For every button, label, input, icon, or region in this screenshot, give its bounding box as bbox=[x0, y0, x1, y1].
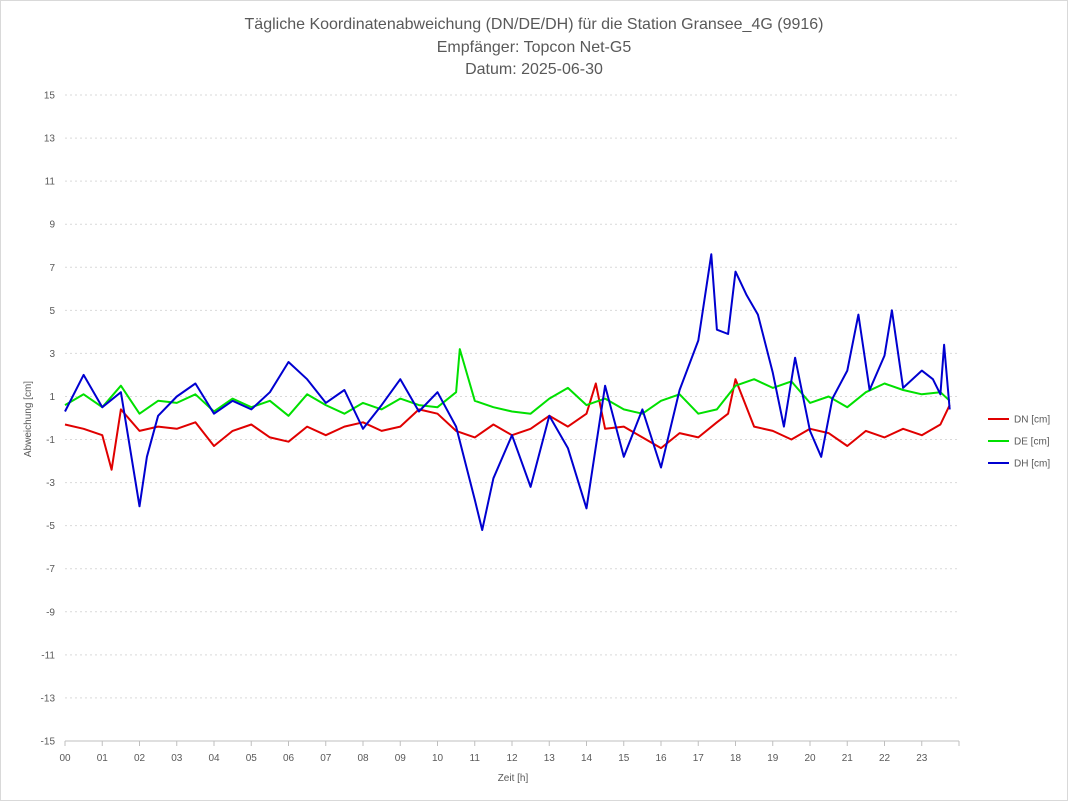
x-tick-label: 13 bbox=[544, 753, 556, 764]
x-tick-label: 22 bbox=[879, 753, 891, 764]
x-tick-label: 21 bbox=[842, 753, 854, 764]
y-tick-label: 1 bbox=[49, 392, 55, 403]
y-tick-label: 9 bbox=[49, 220, 55, 231]
x-tick-label: 17 bbox=[693, 753, 705, 764]
x-tick-label: 19 bbox=[767, 753, 779, 764]
x-tick-label: 16 bbox=[655, 753, 667, 764]
x-tick-label: 01 bbox=[97, 753, 109, 764]
x-tick-label: 12 bbox=[506, 753, 518, 764]
x-tick-label: 09 bbox=[395, 753, 407, 764]
y-axis-ticks: 15 13 11 9 7 5 3 1 -1 -3 -5 -7 -9 -11 -13 -15 bbox=[41, 91, 56, 748]
legend-label: DE [cm] bbox=[1014, 437, 1050, 448]
x-tick-label: 15 bbox=[618, 753, 630, 764]
x-tick-label: 04 bbox=[208, 753, 220, 764]
x-tick-label: 05 bbox=[246, 753, 258, 764]
x-axis-title: Zeit [h] bbox=[498, 773, 529, 784]
x-tick-label: 14 bbox=[581, 753, 593, 764]
data-series bbox=[64, 253, 951, 531]
y-tick-label: 11 bbox=[45, 177, 56, 188]
y-tick-label: 5 bbox=[49, 306, 55, 317]
y-tick-label: -1 bbox=[46, 435, 55, 446]
x-tick-label: 03 bbox=[171, 753, 183, 764]
chart-legend: DN [cm] DE [cm] DH [cm] bbox=[988, 415, 1050, 470]
x-tick-label: 23 bbox=[916, 753, 928, 764]
y-tick-label: -13 bbox=[41, 693, 56, 704]
y-tick-label: -15 bbox=[41, 737, 56, 748]
gridlines bbox=[65, 94, 959, 742]
x-tick-label: 06 bbox=[283, 753, 295, 764]
x-tick-label: 11 bbox=[470, 753, 481, 764]
chart-title-line-1: Tägliche Koordinatenabweichung (DN/DE/DH… bbox=[245, 16, 824, 33]
y-axis-title: Abweichung [cm] bbox=[23, 381, 34, 457]
x-tick-label: 18 bbox=[730, 753, 742, 764]
series-line-de bbox=[64, 348, 951, 417]
chart-title-line-2: Empfänger: Topcon Net-G5 bbox=[437, 39, 632, 56]
chart-title: Tägliche Koordinatenabweichung (DN/DE/DH… bbox=[245, 16, 824, 78]
y-tick-label: 15 bbox=[44, 91, 56, 102]
x-axis: 00 01 02 03 04 05 06 07 08 09 10 11 12 13 14 15 16 17 18 19… bbox=[59, 740, 960, 764]
y-tick-label: 3 bbox=[49, 349, 55, 360]
y-tick-label: -11 bbox=[41, 650, 55, 661]
x-tick-label: 20 bbox=[804, 753, 816, 764]
y-tick-label: -9 bbox=[46, 607, 55, 618]
legend-label: DN [cm] bbox=[1014, 415, 1050, 426]
y-tick-label: 13 bbox=[44, 134, 56, 145]
x-tick-label: 10 bbox=[432, 753, 444, 764]
y-tick-label: 7 bbox=[49, 263, 55, 274]
chart-title-line-3: Datum: 2025-06-30 bbox=[465, 61, 603, 78]
x-tick-label: 08 bbox=[357, 753, 369, 764]
legend-label: DH [cm] bbox=[1014, 459, 1050, 470]
series-line-dh bbox=[64, 253, 951, 531]
x-tick-label: 07 bbox=[320, 753, 332, 764]
y-tick-label: -5 bbox=[46, 521, 55, 532]
y-tick-label: -7 bbox=[46, 564, 55, 575]
x-tick-label: 00 bbox=[59, 753, 71, 764]
x-tick-label: 02 bbox=[134, 753, 146, 764]
y-tick-label: -3 bbox=[46, 478, 55, 489]
series-line-dn bbox=[64, 378, 951, 471]
